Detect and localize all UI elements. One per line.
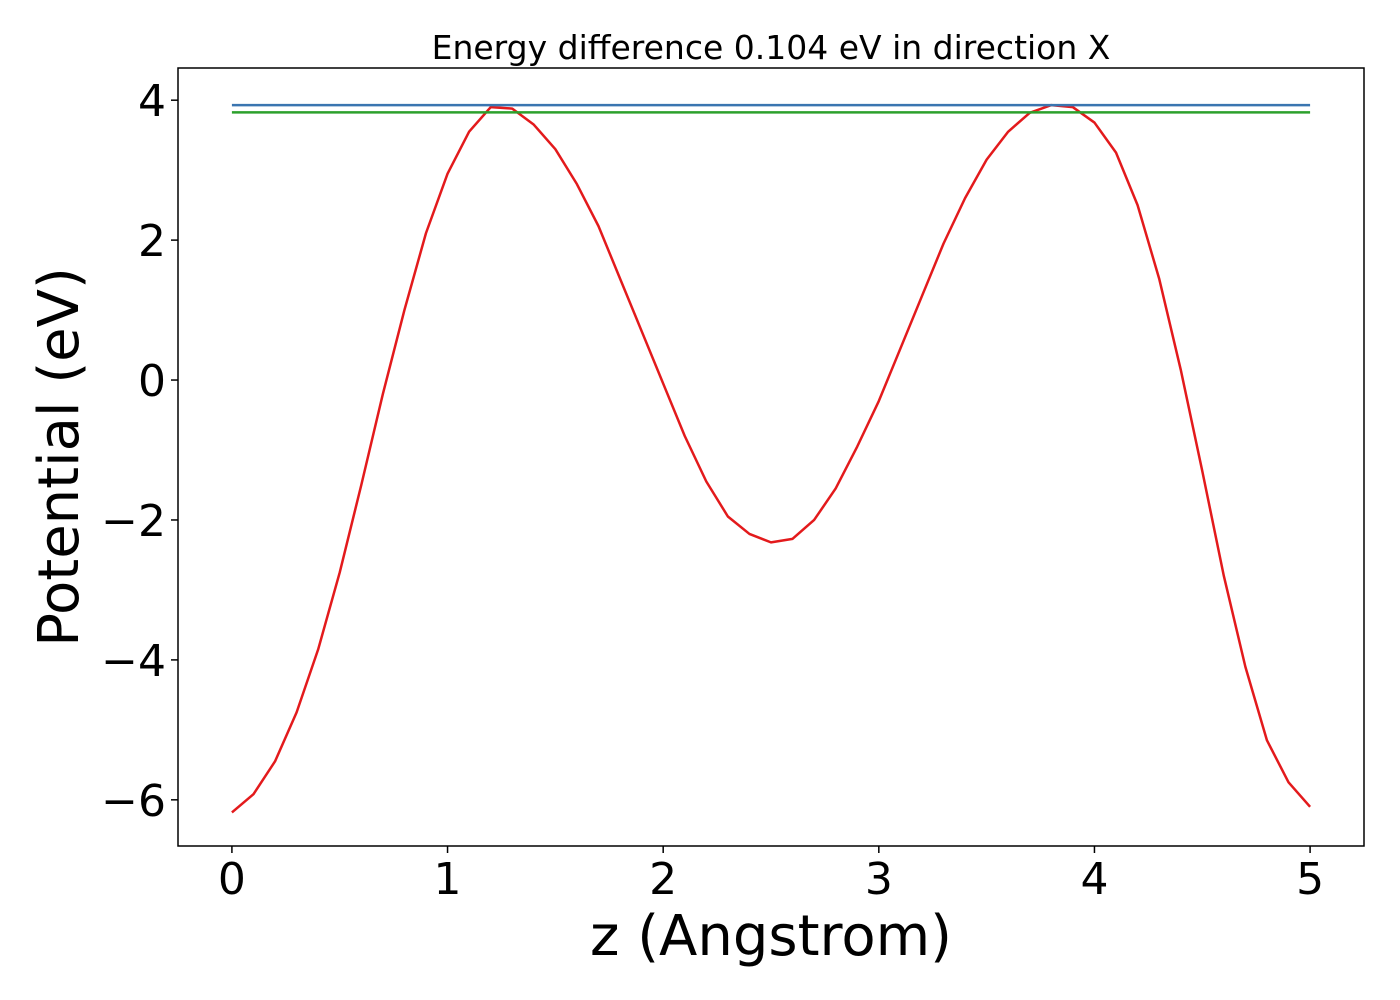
x-tick-label: 3 bbox=[865, 854, 893, 905]
chart-title: Energy difference 0.104 eV in direction … bbox=[432, 28, 1111, 67]
x-tick-label: 2 bbox=[649, 854, 677, 905]
y-tick-label: 0 bbox=[138, 356, 166, 407]
x-axis-label: z (Angstrom) bbox=[590, 904, 952, 969]
y-tick-label: 2 bbox=[138, 216, 166, 267]
x-tick-label: 4 bbox=[1080, 854, 1108, 905]
y-tick-label: −6 bbox=[101, 776, 166, 827]
plot-frame bbox=[177, 67, 1365, 847]
y-tick-label: 4 bbox=[138, 76, 166, 127]
x-tick-label: 5 bbox=[1296, 854, 1324, 905]
x-tick-label: 0 bbox=[218, 854, 246, 905]
data-line bbox=[231, 103, 1312, 814]
y-axis-label: Potential (eV) bbox=[27, 267, 92, 647]
y-tick-label: −2 bbox=[101, 496, 166, 547]
x-tick-label: 1 bbox=[434, 854, 462, 905]
y-tick-label: −4 bbox=[101, 636, 166, 687]
